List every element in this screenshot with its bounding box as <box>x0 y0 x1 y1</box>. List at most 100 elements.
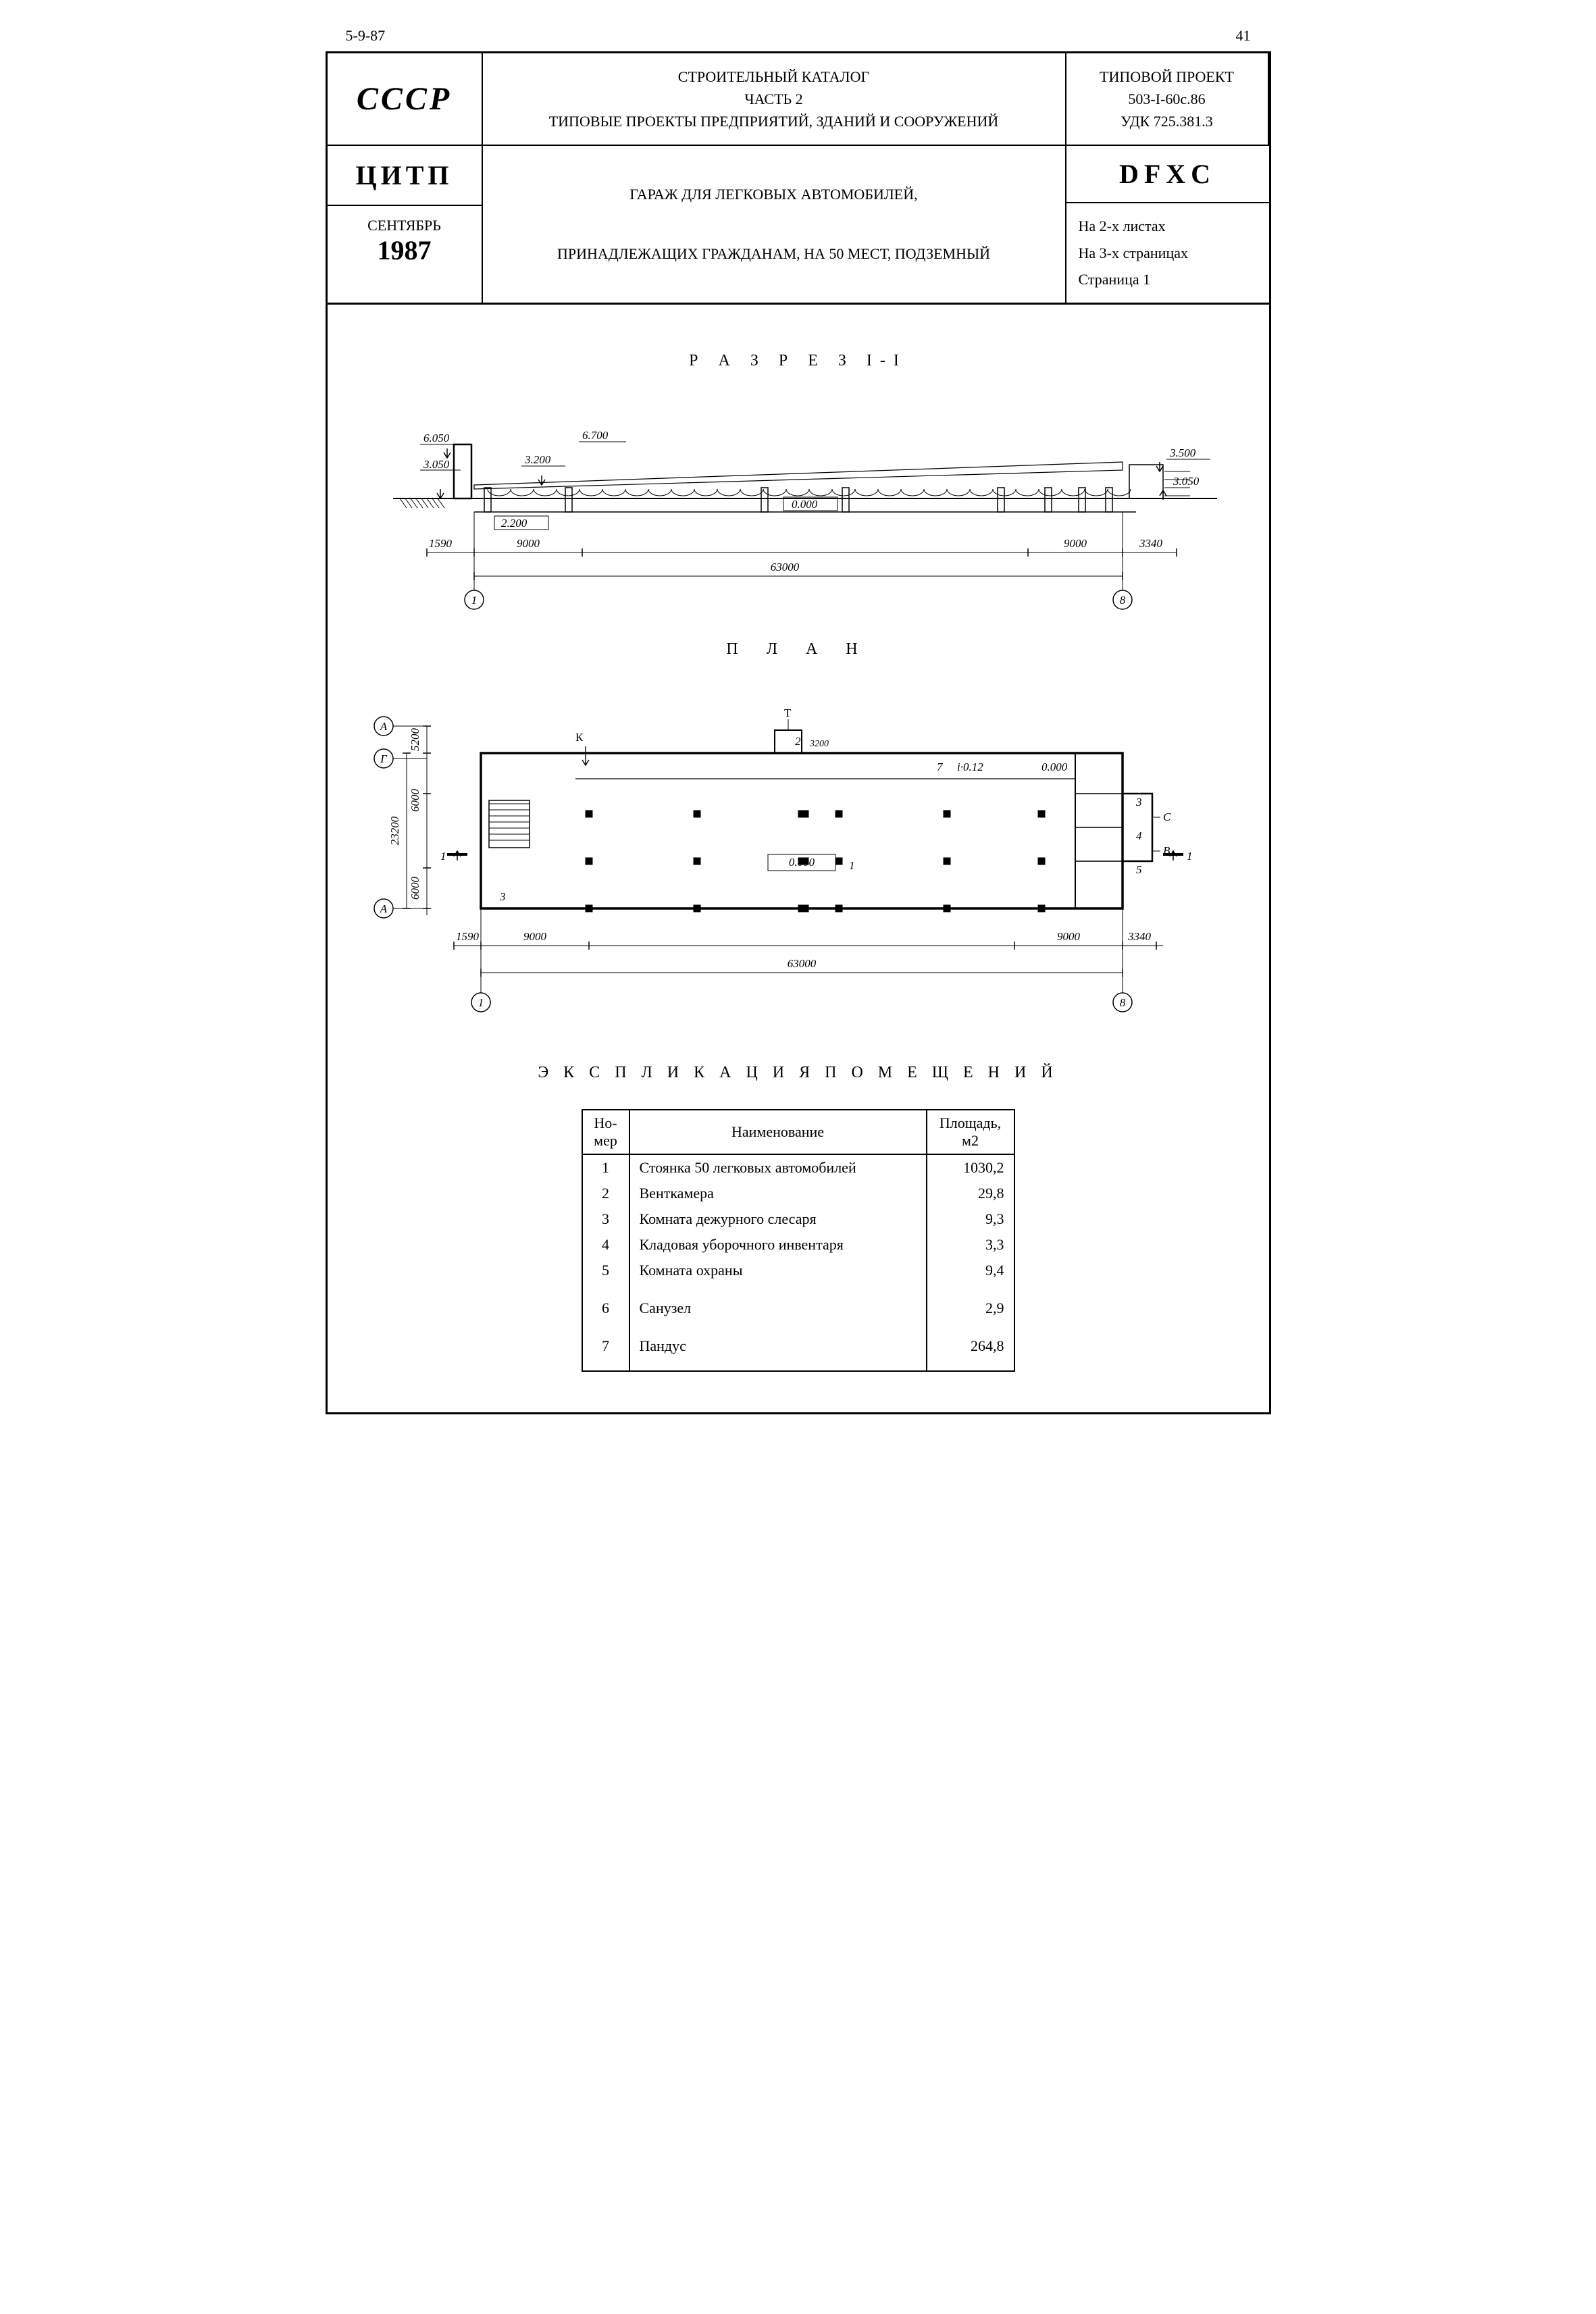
cell-name: Санузел <box>629 1295 927 1321</box>
svg-text:63000: 63000 <box>787 957 816 970</box>
explication-title: Э К С П Л И К А Ц И Я П О М Е Щ Е Н И Й <box>361 1064 1235 1082</box>
plan-svg: Т0.0001233457i·0.120.0003200КСВ115200600… <box>366 686 1231 1023</box>
table-row: 1Стоянка 50 легковых автомобилей1030,2 <box>582 1154 1014 1181</box>
cell-area: 9,4 <box>927 1258 1014 1283</box>
citp-label: ЦИТП <box>328 146 482 206</box>
svg-text:5: 5 <box>1136 863 1142 876</box>
svg-text:6000: 6000 <box>409 788 421 812</box>
month-label: СЕНТЯБРЬ <box>328 217 482 234</box>
svg-text:0.000: 0.000 <box>788 856 815 869</box>
svg-text:1590: 1590 <box>456 930 480 943</box>
table-row: 6Санузел2,9 <box>582 1295 1014 1321</box>
svg-text:3200: 3200 <box>809 739 829 749</box>
svg-text:1: 1 <box>849 859 855 872</box>
catalog-line2: ЧАСТЬ 2 <box>492 88 1056 110</box>
cell-area: 9,3 <box>927 1206 1014 1232</box>
svg-text:А: А <box>379 720 387 733</box>
plan-title: П Л А Н <box>361 640 1235 659</box>
svg-text:8: 8 <box>1119 996 1125 1009</box>
desc-line2: ПРИНАДЛЕЖАЩИХ ГРАЖДАНАМ, НА 50 МЕСТ, ПОД… <box>557 239 990 269</box>
svg-text:А: А <box>379 902 387 915</box>
table-row: 7Пандус264,8 <box>582 1333 1014 1359</box>
svg-text:1590: 1590 <box>429 537 453 550</box>
section-title: Р А З Р Е З I-I <box>361 352 1235 370</box>
explication-table: Но- мер Наименование Площадь, м2 1Стоянк… <box>582 1109 1015 1372</box>
catalog-line3: ТИПОВЫЕ ПРОЕКТЫ ПРЕДПРИЯТИЙ, ЗДАНИЙ И СО… <box>492 110 1056 132</box>
svg-text:6.700: 6.700 <box>582 429 609 442</box>
header-left: 5-9-87 <box>346 27 386 45</box>
cell-area: 3,3 <box>927 1232 1014 1258</box>
svg-text:3340: 3340 <box>1127 930 1152 943</box>
svg-text:8: 8 <box>1119 594 1125 607</box>
sheets3: Страница 1 <box>1079 266 1257 293</box>
section-svg: 6.0503.0506.7003.2002.2000.0003.5003.050… <box>366 397 1231 613</box>
svg-text:6.050: 6.050 <box>423 432 450 444</box>
project-no-cell: ТИПОВОЙ ПРОЕКТ 503-I-60с.86 УДК 725.381.… <box>1066 53 1269 146</box>
svg-text:Т: Т <box>784 706 792 719</box>
sheets1: На 2-х листах <box>1079 213 1257 240</box>
table-row: 4Кладовая уборочного инвентаря3,3 <box>582 1232 1014 1258</box>
cell-area: 2,9 <box>927 1295 1014 1321</box>
udk: УДК 725.381.3 <box>1076 110 1258 132</box>
table-row: 5Комната охраны9,4 <box>582 1258 1014 1283</box>
cell-name: Стоянка 50 легковых автомобилей <box>629 1154 927 1181</box>
description-cell: ГАРАЖ ДЛЯ ЛЕГКОВЫХ АВТОМОБИЛЕЙ, ПРИНАДЛЕ… <box>483 146 1066 303</box>
svg-text:3340: 3340 <box>1139 537 1163 550</box>
cell-area: 29,8 <box>927 1181 1014 1206</box>
svg-text:1: 1 <box>471 594 477 607</box>
svg-text:23200: 23200 <box>388 816 401 845</box>
table-row: 2Венткамера29,8 <box>582 1181 1014 1206</box>
cell-name: Пандус <box>629 1333 927 1359</box>
col-area-header: Площадь, м2 <box>927 1110 1014 1154</box>
cell-no: 6 <box>582 1295 629 1321</box>
svg-text:0.000: 0.000 <box>792 498 818 511</box>
svg-text:9000: 9000 <box>1057 930 1081 943</box>
svg-text:1: 1 <box>478 996 484 1009</box>
page: 5-9-87 41 СССР СТРОИТЕЛЬНЫЙ КАТАЛОГ ЧАСТ… <box>326 27 1271 1414</box>
svg-text:К: К <box>575 731 584 744</box>
svg-text:2.200: 2.200 <box>501 517 527 530</box>
col-name-header: Наименование <box>629 1110 927 1154</box>
svg-text:1: 1 <box>1187 850 1193 863</box>
cell-no: 3 <box>582 1206 629 1232</box>
svg-text:9000: 9000 <box>1064 537 1087 550</box>
cell-name: Комната охраны <box>629 1258 927 1283</box>
cell-name: Комната дежурного слесаря <box>629 1206 927 1232</box>
sheets2: На 3-х страницах <box>1079 240 1257 267</box>
plan-drawing: Т0.0001233457i·0.120.0003200КСВ115200600… <box>361 686 1235 1023</box>
catalog-line1: СТРОИТЕЛЬНЫЙ КАТАЛОГ <box>492 66 1056 88</box>
cell-area: 264,8 <box>927 1333 1014 1359</box>
pages-info: На 2-х листах На 3-х страницах Страница … <box>1066 203 1269 303</box>
svg-text:2: 2 <box>795 735 801 748</box>
svg-text:3: 3 <box>499 890 506 903</box>
svg-text:Г: Г <box>380 752 388 765</box>
cell-no: 1 <box>582 1154 629 1181</box>
svg-text:0.000: 0.000 <box>1041 761 1068 773</box>
svg-text:3.050: 3.050 <box>1173 475 1200 488</box>
svg-text:9000: 9000 <box>517 537 540 550</box>
svg-text:5200: 5200 <box>409 727 421 751</box>
page-number: 41 <box>1236 27 1251 45</box>
svg-text:6000: 6000 <box>409 876 421 900</box>
svg-text:С: С <box>1163 811 1171 823</box>
svg-text:1: 1 <box>440 850 446 863</box>
proj-no: 503-I-60с.86 <box>1076 88 1258 110</box>
cell-no: 2 <box>582 1181 629 1206</box>
cell-name: Венткамера <box>629 1181 927 1206</box>
cell-no: 5 <box>582 1258 629 1283</box>
svg-text:9000: 9000 <box>523 930 547 943</box>
title-block: СССР СТРОИТЕЛЬНЫЙ КАТАЛОГ ЧАСТЬ 2 ТИПОВЫ… <box>328 53 1269 305</box>
svg-text:63000: 63000 <box>770 561 799 573</box>
top-header: 5-9-87 41 <box>326 27 1271 51</box>
cccp-cell: СССР <box>328 53 483 146</box>
dfxc-label: DFXC <box>1066 146 1269 203</box>
desc-line1: ГАРАЖ ДЛЯ ЛЕГКОВЫХ АВТОМОБИЛЕЙ, <box>557 180 990 209</box>
proj-label: ТИПОВОЙ ПРОЕКТ <box>1076 66 1258 88</box>
section-drawing: 6.0503.0506.7003.2002.2000.0003.5003.050… <box>361 397 1235 613</box>
svg-text:3: 3 <box>1135 796 1142 808</box>
cell-name: Кладовая уборочного инвентаря <box>629 1232 927 1258</box>
table-header-row: Но- мер Наименование Площадь, м2 <box>582 1110 1014 1154</box>
svg-text:3.500: 3.500 <box>1169 446 1196 459</box>
svg-text:3.050: 3.050 <box>423 458 450 471</box>
cell-area: 1030,2 <box>927 1154 1014 1181</box>
